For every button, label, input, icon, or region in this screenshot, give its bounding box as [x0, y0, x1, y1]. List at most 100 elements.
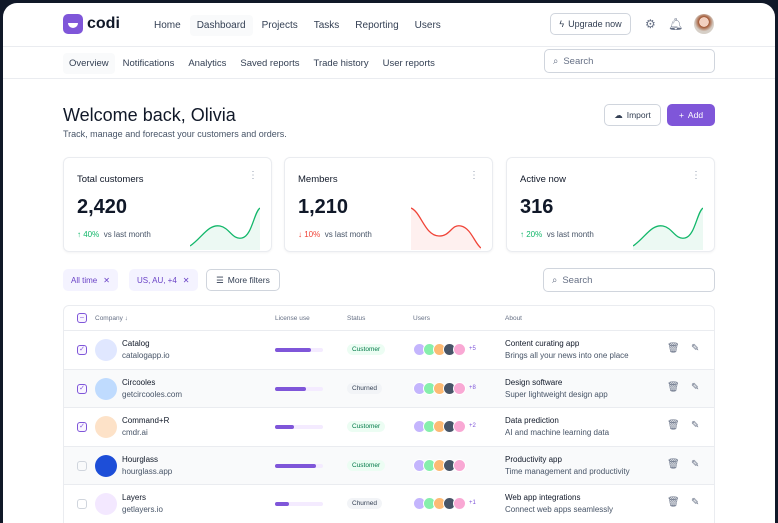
- row-checkbox[interactable]: ✓: [77, 345, 87, 355]
- company-domain: getcircooles.com: [122, 389, 183, 399]
- status-badge: Churned: [347, 382, 382, 394]
- table-search-input[interactable]: ⌕ Search: [543, 268, 715, 292]
- search-placeholder: Search: [562, 274, 593, 286]
- more-vertical-icon[interactable]: ⋮: [469, 170, 479, 181]
- user-avatar[interactable]: [694, 14, 714, 34]
- logo[interactable]: codi: [63, 14, 120, 34]
- nav-dashboard[interactable]: Dashboard: [189, 15, 253, 36]
- about-title: Data prediction: [505, 416, 559, 425]
- row-checkbox[interactable]: [77, 499, 87, 509]
- user-avatars: +8: [413, 381, 476, 395]
- chip-label: All time: [71, 275, 98, 285]
- row-checkbox[interactable]: [77, 460, 87, 471]
- trash-icon[interactable]: 🗑︎: [667, 343, 680, 354]
- header-status: Status: [347, 315, 366, 322]
- stat-compare: vs last month: [546, 230, 594, 239]
- page-title: Welcome back, Olivia: [63, 105, 236, 125]
- tab-overview[interactable]: Overview: [63, 53, 115, 74]
- trash-icon[interactable]: 🗑︎: [667, 381, 680, 393]
- import-button[interactable]: ☁ Import: [604, 104, 661, 126]
- company-logo: [95, 493, 117, 515]
- pencil-icon[interactable]: ✎: [691, 343, 700, 354]
- upgrade-button[interactable]: ϟ Upgrade now: [550, 13, 631, 35]
- license-progress: [275, 463, 323, 468]
- gear-icon[interactable]: ⚙: [645, 17, 656, 31]
- stat-title: Active now: [520, 174, 566, 185]
- table-row[interactable]: Hourglass hourglass.app Customer Product…: [64, 446, 714, 485]
- row-checkbox[interactable]: ✓: [77, 422, 87, 432]
- pencil-icon[interactable]: ✎: [691, 420, 700, 431]
- more-vertical-icon[interactable]: ⋮: [248, 170, 258, 181]
- avatar: [453, 497, 466, 510]
- pencil-icon[interactable]: ✎: [691, 381, 700, 393]
- tab-analytics[interactable]: Analytics: [188, 58, 227, 69]
- pencil-icon[interactable]: ✎: [691, 458, 700, 470]
- nav-users[interactable]: Users: [414, 20, 441, 31]
- more-vertical-icon[interactable]: ⋮: [691, 170, 701, 181]
- stat-change-percent: 10%: [304, 230, 321, 239]
- user-avatars: +5: [413, 343, 476, 356]
- header-company[interactable]: Company ↓: [95, 315, 128, 322]
- filter-chip-region[interactable]: US, AU, +4 ✕: [129, 269, 198, 291]
- tab-notifications[interactable]: Notifications: [122, 58, 175, 69]
- company-logo: [95, 416, 117, 438]
- about-title: Design software: [505, 377, 563, 387]
- trash-icon[interactable]: 🗑︎: [667, 458, 680, 470]
- about-description: Brings all your news into one place: [505, 351, 629, 360]
- plus-icon: +: [678, 110, 684, 120]
- select-all-checkbox[interactable]: –: [77, 313, 87, 323]
- search-placeholder: Search: [563, 55, 594, 67]
- sub-tabs: Overview Notifications Analytics Saved r…: [63, 53, 441, 74]
- header-users: Users: [413, 315, 430, 322]
- stat-card: Members ⋮ 1,210 ↓ 10% vs last month: [284, 157, 493, 252]
- company-domain: getlayers.io: [122, 505, 163, 514]
- table-row[interactable]: Layers getlayers.io Churned +1 Web app i…: [64, 485, 714, 523]
- pencil-icon[interactable]: ✎: [691, 497, 700, 508]
- close-icon[interactable]: ✕: [182, 275, 190, 285]
- more-filters-label: More filters: [227, 275, 270, 285]
- trash-icon[interactable]: 🗑︎: [667, 420, 680, 431]
- table-header: – Company ↓ License use Status Users Abo…: [64, 306, 714, 331]
- user-avatars: +2: [413, 420, 476, 433]
- nav-tasks[interactable]: Tasks: [313, 20, 340, 31]
- more-filters-button[interactable]: ☰ More filters: [206, 269, 280, 291]
- add-button[interactable]: + Add: [667, 104, 715, 126]
- user-avatars: +1: [413, 497, 476, 510]
- license-progress: [275, 386, 323, 391]
- company-logo: [95, 454, 117, 477]
- top-header: [3, 3, 775, 47]
- arrow-up-icon: ↑: [77, 230, 81, 239]
- upgrade-label: Upgrade now: [568, 19, 622, 29]
- lightning-icon: ϟ: [559, 19, 565, 29]
- nav-reporting[interactable]: Reporting: [355, 20, 399, 31]
- row-checkbox[interactable]: ✓: [77, 383, 87, 394]
- about-title: Web app integrations: [505, 493, 581, 502]
- about-description: Connect web apps seamlessly: [505, 505, 614, 514]
- nav-home[interactable]: Home: [154, 20, 181, 31]
- table-row[interactable]: ✓ Circooles getcircooles.com Churned +8 …: [64, 369, 714, 408]
- about-title: Productivity app: [505, 454, 562, 464]
- avatar: [453, 381, 466, 395]
- upload-cloud-icon: ☁: [614, 109, 623, 120]
- avatar: [453, 458, 466, 472]
- header-search-input[interactable]: ⌕ Search: [544, 49, 715, 73]
- company-domain: catalogapp.io: [122, 351, 170, 360]
- close-icon[interactable]: ✕: [103, 275, 110, 285]
- stat-card: Active now ⋮ 316 ↑ 20% vs last month: [506, 157, 715, 252]
- user-avatars: [413, 458, 469, 472]
- arrow-up-icon: ↑: [520, 230, 524, 239]
- stat-change: ↓ 10% vs last month: [298, 230, 372, 239]
- main-nav: Home Dashboard Projects Tasks Reporting …: [147, 15, 448, 36]
- add-label: Add: [687, 110, 704, 120]
- table-row[interactable]: ✓ Catalog catalogapp.io Customer +5 Cont…: [64, 331, 714, 370]
- about-title: Content curating app: [505, 339, 580, 348]
- arrow-down-icon: ↓: [298, 230, 302, 239]
- tab-saved-reports[interactable]: Saved reports: [240, 58, 300, 69]
- table-row[interactable]: ✓ Command+R cmdr.ai Customer +2 Data pre…: [64, 408, 714, 447]
- tab-trade-history[interactable]: Trade history: [313, 58, 369, 69]
- trash-icon[interactable]: 🗑︎: [667, 497, 680, 508]
- tab-user-reports[interactable]: User reports: [382, 58, 435, 69]
- bell-icon[interactable]: 🔔︎: [668, 17, 684, 31]
- nav-projects[interactable]: Projects: [261, 20, 298, 31]
- filter-chip-all-time[interactable]: All time ✕: [63, 269, 118, 291]
